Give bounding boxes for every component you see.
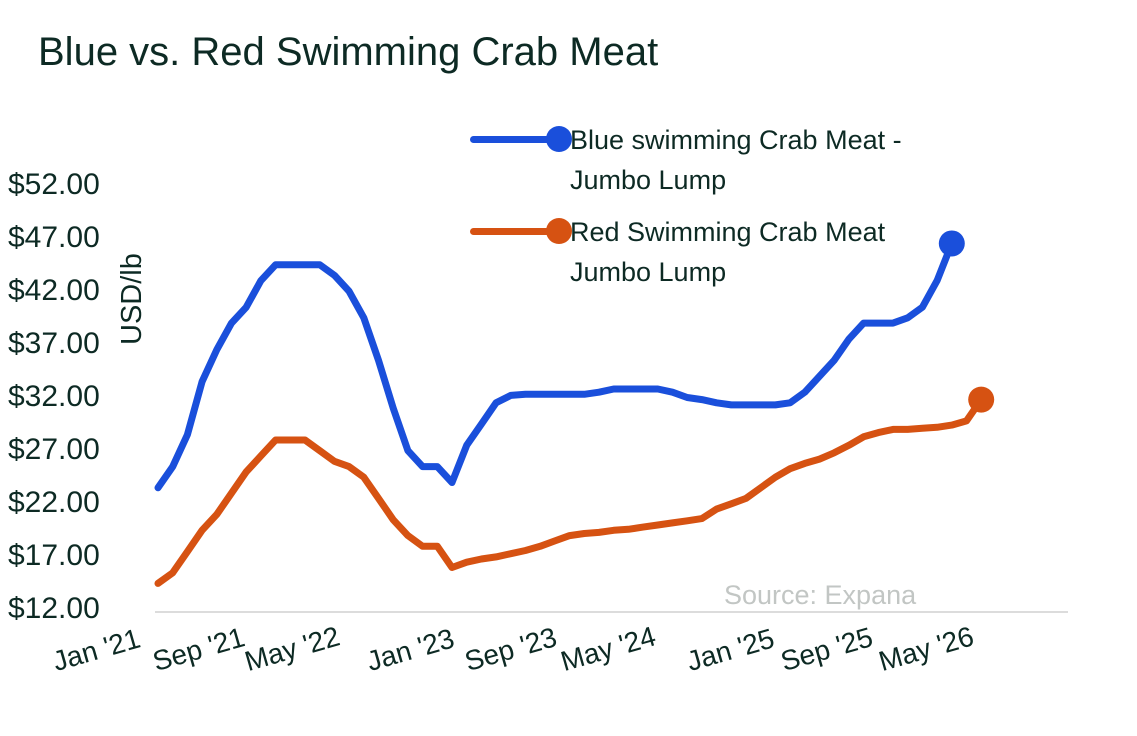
legend-dot-red xyxy=(546,218,572,244)
y-tick-label: $17.00 xyxy=(8,539,100,572)
y-tick-label: $47.00 xyxy=(8,221,100,254)
legend-dot-blue xyxy=(546,126,572,152)
y-tick-label: $42.00 xyxy=(8,274,100,307)
series-line-red xyxy=(154,396,985,587)
legend-item-blue: Blue swimming Crab Meat - Jumbo Lump xyxy=(466,118,986,210)
y-tick-label: $37.00 xyxy=(8,327,100,360)
series-line-blue xyxy=(154,239,956,492)
chart-title: Blue vs. Red Swimming Crab Meat xyxy=(38,30,659,74)
legend: Blue swimming Crab Meat - Jumbo Lump Red… xyxy=(466,118,986,302)
legend-line-blue xyxy=(470,136,562,143)
series-end-point-red xyxy=(968,386,995,413)
legend-label-red: Red Swimming Crab Meat Jumbo Lump xyxy=(570,217,886,287)
series-end-point-blue xyxy=(938,230,965,257)
source-note: Source: Expana xyxy=(724,580,917,610)
legend-item-red: Red Swimming Crab Meat Jumbo Lump xyxy=(466,210,986,302)
y-tick-label: $12.00 xyxy=(8,592,100,625)
legend-line-red xyxy=(470,228,562,235)
y-tick-label: $32.00 xyxy=(8,380,100,413)
y-tick-label: $27.00 xyxy=(8,433,100,466)
legend-label-blue: Blue swimming Crab Meat - Jumbo Lump xyxy=(570,125,902,195)
y-tick-label: $22.00 xyxy=(8,486,100,519)
y-tick-label: $52.00 xyxy=(8,168,100,201)
